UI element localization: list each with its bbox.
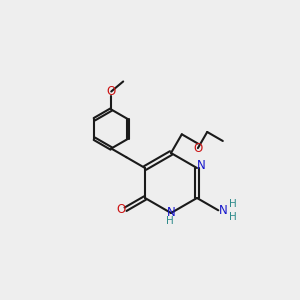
Text: O: O (116, 203, 126, 216)
Text: H: H (229, 212, 237, 222)
Text: O: O (106, 85, 116, 98)
Text: N: N (219, 204, 228, 217)
Text: N: N (167, 206, 176, 220)
Text: N: N (197, 158, 206, 172)
Text: H: H (229, 199, 237, 209)
Text: O: O (193, 142, 203, 154)
Text: H: H (166, 216, 173, 226)
